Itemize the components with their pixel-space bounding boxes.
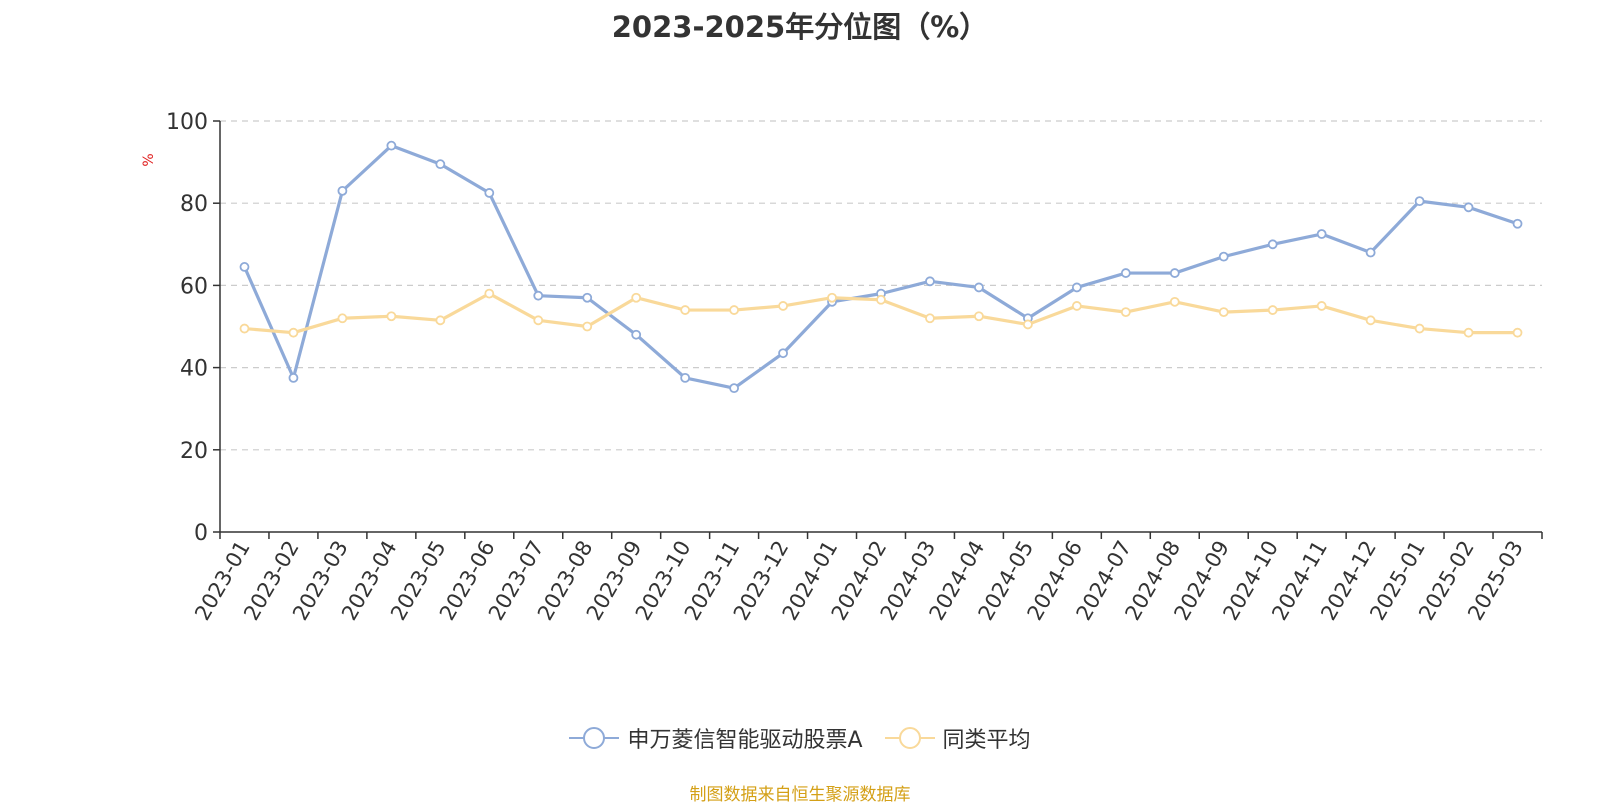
legend: 申万菱信智能驱动股票A 同类平均 [0, 722, 1600, 754]
series-1-point[interactable] [1316, 229, 1327, 239]
series-2-point[interactable] [239, 323, 250, 334]
y-tick-label: 40 [180, 357, 208, 382]
series-1-point[interactable] [484, 188, 495, 198]
series-2-point[interactable] [778, 301, 788, 311]
legend-label-series-2: 同类平均 [942, 728, 1031, 753]
series-2-point[interactable] [1120, 307, 1131, 318]
series-2-point[interactable] [1512, 327, 1523, 338]
series-2-point[interactable] [1316, 301, 1327, 311]
series-2-point[interactable] [925, 313, 935, 324]
series-2-point[interactable] [484, 288, 495, 299]
series-1-point[interactable] [729, 383, 740, 394]
series-2-point[interactable] [1414, 323, 1425, 334]
series-2-point[interactable] [1071, 301, 1082, 311]
series-1-point[interactable] [680, 372, 691, 383]
series-2-point[interactable] [435, 315, 446, 326]
legend-label-series-1: 申万菱信智能驱动股票A [627, 728, 863, 753]
series-lines [239, 140, 1523, 394]
series-1-point[interactable] [1414, 196, 1425, 207]
y-tick-label: 0 [194, 521, 208, 546]
series-2-point[interactable] [533, 315, 544, 326]
series-2-point[interactable] [631, 292, 642, 303]
series-2-point[interactable] [288, 327, 299, 338]
y-tick-label: 80 [180, 192, 208, 217]
series-1-point[interactable] [1267, 239, 1278, 250]
series-2-point[interactable] [1267, 305, 1278, 315]
series-1-point[interactable] [435, 159, 446, 170]
series-2-point[interactable] [680, 305, 691, 315]
legend-item-series-2[interactable]: 同类平均 [884, 722, 1031, 754]
series-1-point[interactable] [1512, 218, 1523, 229]
series-1-point[interactable] [288, 372, 299, 383]
legend-marker-series-2 [884, 727, 935, 749]
series-1-point[interactable] [631, 329, 642, 340]
series-2-point[interactable] [337, 313, 348, 324]
y-tick-label: 60 [180, 274, 208, 299]
series-2-point[interactable] [1169, 296, 1180, 307]
series-2-point[interactable] [582, 321, 593, 332]
y-axis-label: % [141, 153, 157, 166]
series-1-point[interactable] [974, 282, 984, 293]
series-2-point[interactable] [386, 311, 397, 322]
legend-marker-series-1 [569, 727, 620, 749]
series-1-point[interactable] [533, 290, 544, 301]
chart-title: 2023-2025年分位图（%） [611, 10, 989, 44]
series-2-point[interactable] [876, 294, 886, 305]
series-1-point[interactable] [1365, 247, 1376, 258]
series-1-point[interactable] [925, 276, 935, 287]
series-1-point[interactable] [239, 262, 250, 272]
series-1-point[interactable] [778, 348, 788, 359]
series-1-point[interactable] [1169, 268, 1180, 278]
series-2-point[interactable] [1022, 319, 1033, 330]
series-2-point[interactable] [1218, 307, 1229, 318]
gridlines [220, 120, 1542, 451]
series-1-point[interactable] [1218, 251, 1229, 262]
source-note: 制图数据来自恒生聚源数据库 [689, 785, 911, 805]
series-1-point[interactable] [337, 185, 348, 196]
series-1-point[interactable] [1071, 282, 1082, 293]
series-1-point[interactable] [582, 292, 593, 303]
y-tick-label: 20 [180, 439, 208, 464]
series-2-point[interactable] [1463, 327, 1474, 338]
series-2-point[interactable] [827, 292, 837, 303]
series-1-point[interactable] [386, 140, 397, 151]
series-2-point[interactable] [729, 305, 740, 315]
y-tick-label: 100 [166, 110, 208, 135]
series-2-point[interactable] [1365, 315, 1376, 326]
series-1-point[interactable] [1463, 202, 1474, 213]
series-line-1 [243, 144, 1519, 390]
series-1-point[interactable] [1120, 268, 1131, 278]
series-2-point[interactable] [974, 311, 984, 322]
legend-item-series-1[interactable]: 申万菱信智能驱动股票A [569, 722, 863, 754]
